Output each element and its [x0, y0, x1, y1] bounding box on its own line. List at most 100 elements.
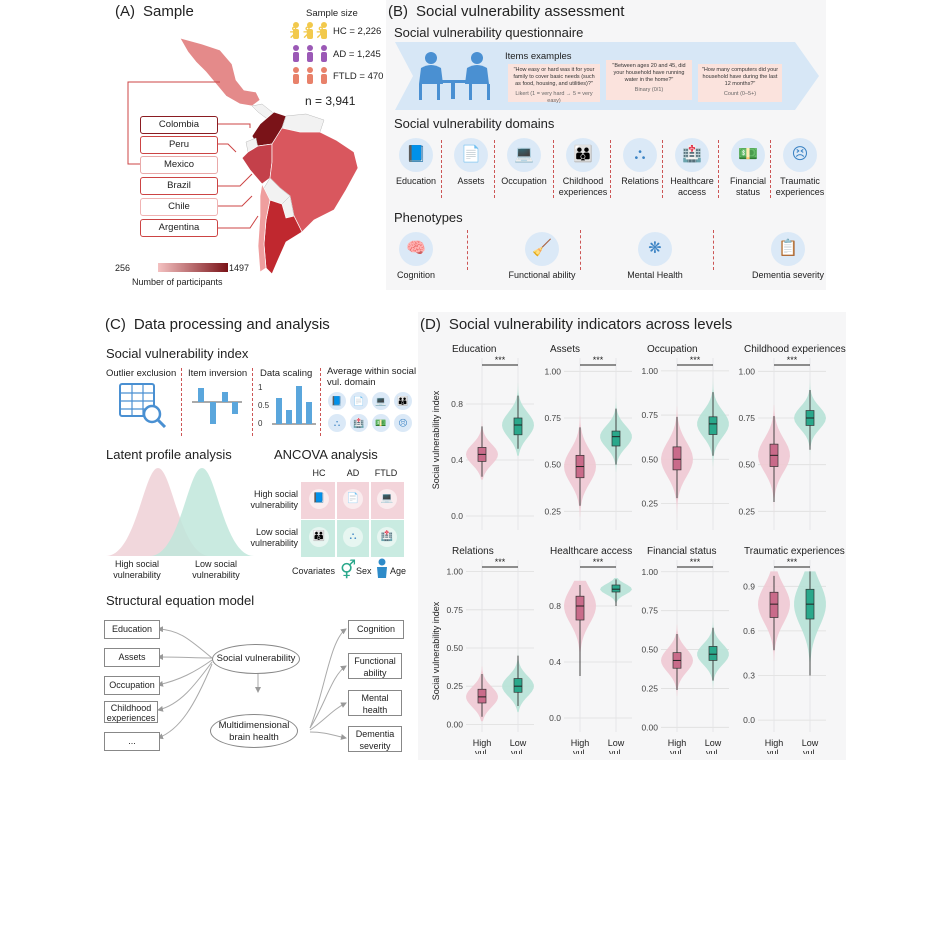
y-tick-label: 0.0	[743, 715, 755, 725]
item-text: "How many computers did your household h…	[701, 67, 779, 87]
domain-separator	[662, 140, 663, 198]
domain-separator	[494, 140, 495, 198]
sem-node-education: Education	[104, 620, 160, 639]
x-tick-label-line1: High	[473, 738, 492, 748]
domain-5: 🏥 Healthcare access	[664, 138, 720, 198]
domain-label: Healthcare access	[670, 176, 714, 197]
sem-node-dementia: Dementia severity	[348, 726, 402, 752]
item-text: "Between ages 20 and 45, did your househ…	[612, 63, 686, 83]
y-tick-label: 0.25	[641, 498, 658, 508]
panel-title-text: Social vulnerability indicators across l…	[448, 316, 733, 333]
ad-person-icons	[293, 45, 327, 62]
phenotype-separator	[467, 230, 468, 270]
x-tick-label-line2: vul.	[706, 748, 720, 754]
sig-stars: ***	[593, 355, 604, 365]
phenotype-2: ❋ Mental Health	[610, 232, 700, 281]
ancova-col-ad: AD	[346, 468, 360, 478]
desk-worker-icon: 💻	[377, 489, 397, 509]
latent-profile-curves	[106, 468, 254, 556]
y-tick-label: 1.00	[738, 366, 755, 376]
country-label-chile: Chile	[140, 198, 218, 216]
document-icon: 📄	[343, 489, 363, 509]
questionnaire-title: Social vulnerability questionnaire	[394, 25, 584, 40]
sig-stars: ***	[787, 355, 798, 365]
network-icon: ⛬	[343, 527, 363, 547]
sig-stars: ***	[593, 557, 604, 567]
phenotype-icon-circle: ❋	[638, 232, 672, 266]
y-tick-label: 0.25	[446, 681, 463, 691]
sem-node-mental: Mental health	[348, 690, 402, 716]
box-iqr	[769, 591, 779, 618]
ancova-title: ANCOVA analysis	[274, 447, 378, 462]
domain-separator	[718, 140, 719, 198]
banknote-icon: 💵	[372, 414, 390, 432]
scaling-tick-05: 0.5	[258, 401, 270, 410]
network-icon: ⛬	[328, 414, 346, 432]
panel-letter: (A)	[115, 3, 135, 20]
x-tick-label-line1: High	[765, 738, 784, 748]
sample-size-label: Sample size	[306, 8, 358, 19]
sig-stars: ***	[495, 355, 506, 365]
colorbar-max: 1497	[229, 263, 250, 273]
domain-icon-circle: ⛬	[623, 138, 657, 172]
y-tick-label: 0.25	[738, 506, 755, 516]
domain-separator	[553, 140, 554, 198]
sem-node-occupation: Occupation	[104, 676, 160, 695]
svi-title: Social vulnerability index	[106, 346, 249, 361]
domain-4: ⛬ Relations	[612, 138, 668, 187]
x-tick-label-line2: vul.	[511, 748, 525, 754]
distressed-person-icon: 😣	[791, 146, 809, 163]
lpa-low-label: Low social vulnerability	[192, 559, 240, 580]
phenotype-label: Dementia severity	[751, 270, 825, 280]
x-tick-label-line1: Low	[608, 738, 625, 748]
y-tick-label: 0.50	[544, 460, 561, 470]
y-tick-label: 0.50	[641, 645, 658, 655]
family-icon: 👪	[309, 527, 329, 547]
person-icon-grid	[293, 22, 327, 84]
domain-3: 👪 Childhood experiences	[555, 138, 611, 198]
book-icon: 📘	[328, 392, 346, 410]
y-tick-label: 0.3	[743, 671, 755, 681]
chart-title: Assets	[550, 344, 581, 355]
y-tick-label: 1.00	[641, 366, 658, 376]
scaling-tick-1: 1	[258, 383, 263, 392]
phenotype-label: Cognition	[396, 270, 436, 280]
chart-title: Childhood experiences	[744, 344, 846, 355]
domains-title: Social vulnerability domains	[394, 116, 555, 131]
domain-label: Occupation	[501, 176, 547, 186]
phenotype-label: Functional ability	[508, 270, 576, 280]
chart-title: Traumatic experiences	[744, 546, 845, 557]
item-scale: Likert (1 = very hard → 5 = very easy)	[515, 91, 593, 104]
sample-total: n = 3,941	[305, 94, 356, 108]
sex-icon: ⚥	[340, 560, 357, 580]
sig-stars: ***	[690, 557, 701, 567]
domain-icon-circle: 😣	[783, 138, 817, 172]
x-tick-label-line1: Low	[510, 738, 527, 748]
y-tick-label: 0.75	[641, 606, 658, 616]
hospital-icon: 🏥	[350, 414, 368, 432]
y-tick-label: 0.4	[549, 657, 561, 667]
clipboard-icon: 📋	[778, 240, 798, 257]
domain-7: 😣 Traumatic experiences	[772, 138, 828, 198]
box-iqr	[611, 430, 621, 447]
box-iqr	[708, 416, 718, 435]
panel-title-text: Social vulnerability assessment	[416, 3, 625, 20]
country-label-colombia: Colombia	[140, 116, 218, 134]
phenotypes-title: Phenotypes	[394, 210, 463, 225]
item-example-likert: "How easy or hard was it for your family…	[508, 64, 600, 104]
panel-letter: (D)	[420, 316, 441, 333]
phenotype-label: Mental Health	[627, 270, 683, 280]
item-example-binary: "Between ages 20 and 45, did your househ…	[606, 60, 692, 100]
y-tick-label: 0.6	[743, 626, 755, 636]
domain-icon-circle: 👪	[566, 138, 600, 172]
family-icon: 👪	[573, 146, 593, 163]
network-icon: ⛬	[634, 146, 646, 163]
y-tick-label: 0.00	[641, 722, 658, 732]
family-icon: 👪	[394, 392, 412, 410]
domain-icon-circle: 📘	[399, 138, 433, 172]
chart-title: Occupation	[647, 344, 698, 355]
ancova-row-high: High social vulnerability	[250, 489, 298, 510]
step-separator	[320, 368, 321, 436]
